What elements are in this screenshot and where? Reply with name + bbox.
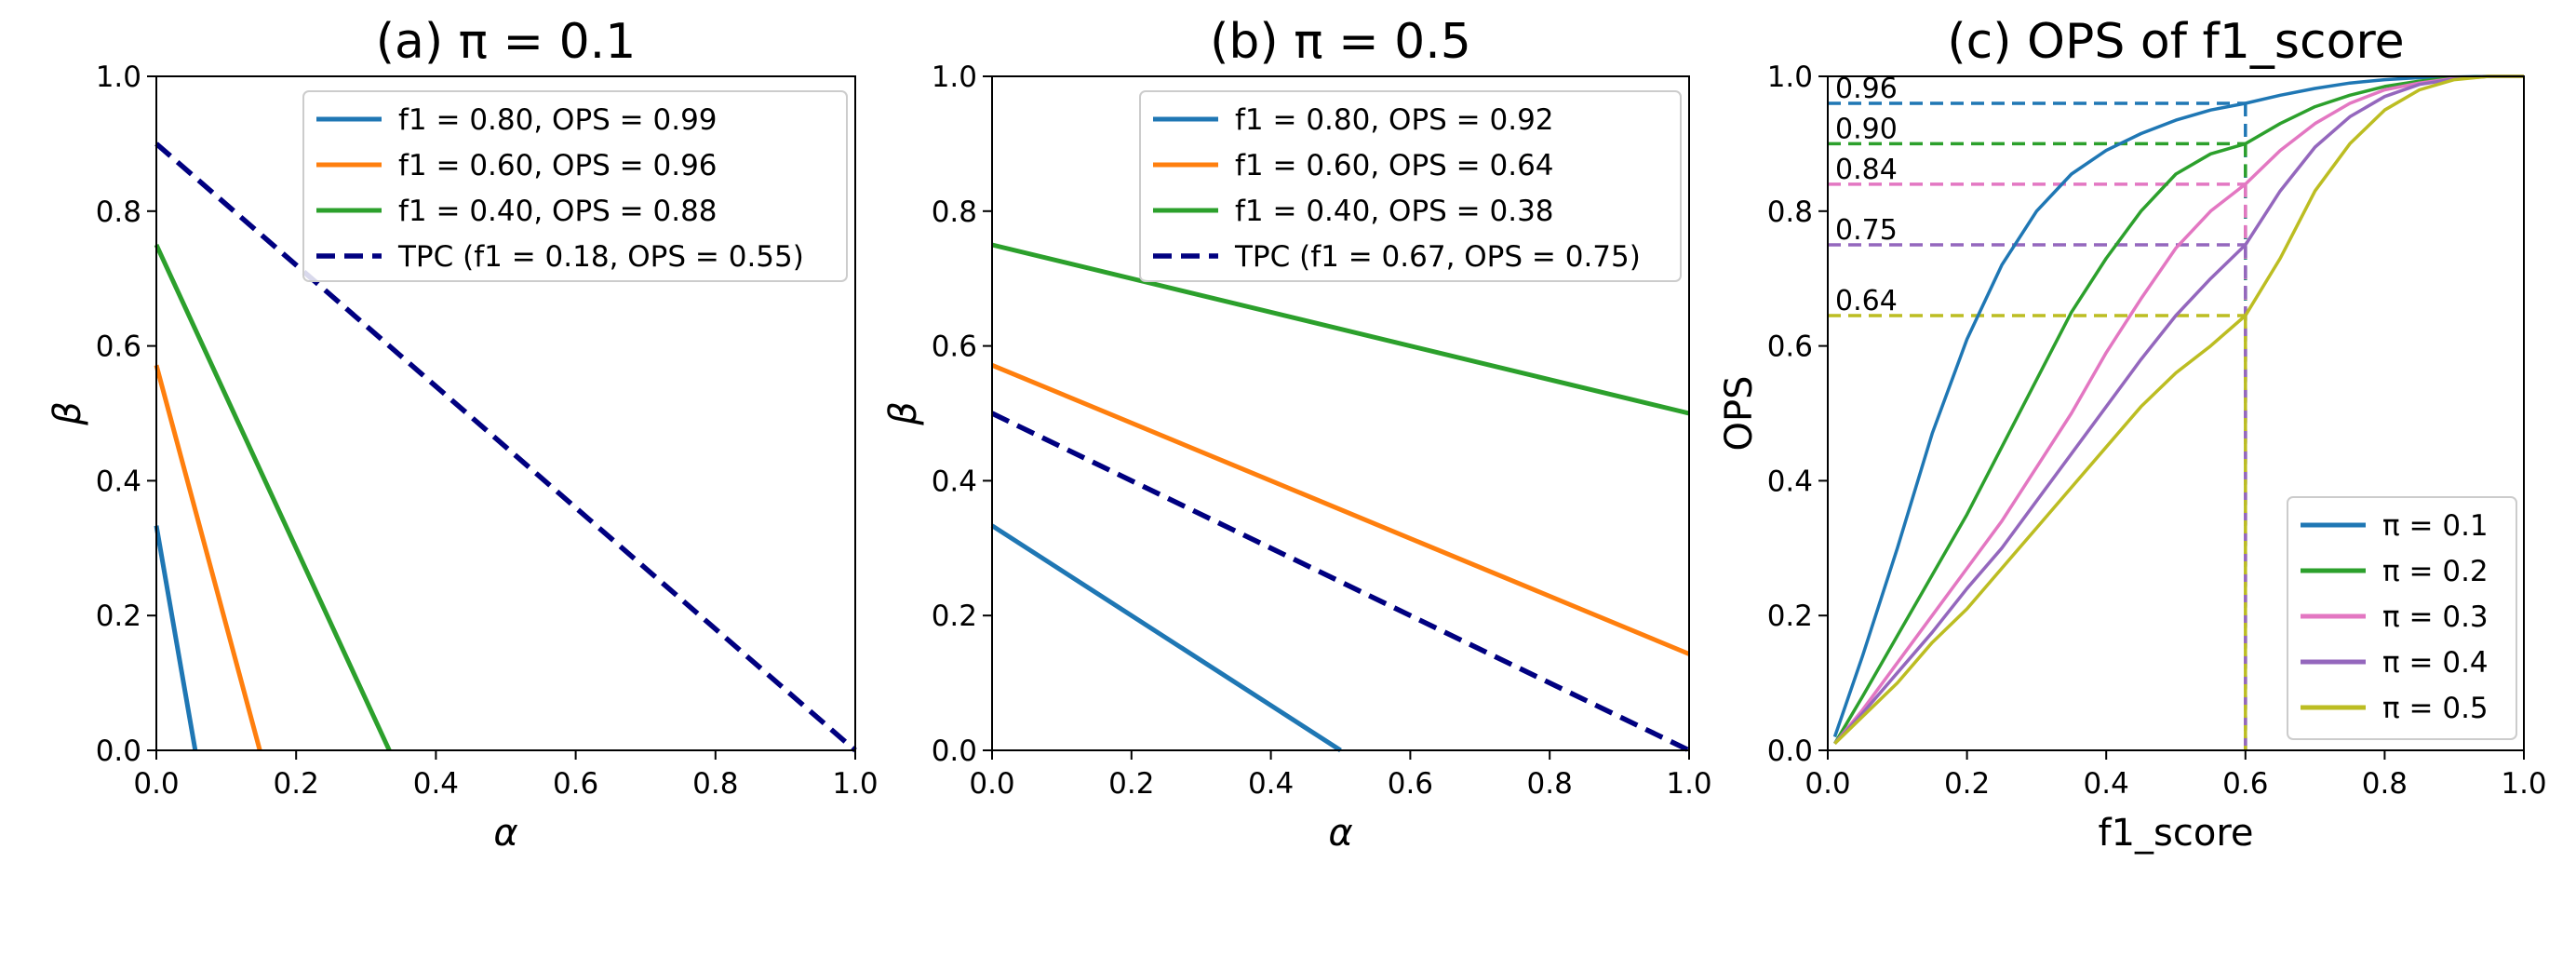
x-tick-label: 0.0 [969,767,1014,801]
panel-2: 0.0 0.2 0.4 0.6 0.8 1.0 0.0 0.2 0.4 0.6 0.8 1.0 (b) … [882,14,1712,855]
reference-value-label: 0.90 [1835,113,1898,145]
reference-value-label: 0.96 [1835,73,1898,105]
series-line [990,523,1342,753]
x-tick-label: 0.6 [553,767,598,801]
y-tick-label: 0.2 [1767,600,1813,633]
plot-frame [1827,75,2525,751]
series-line [990,411,1691,753]
panel-3: 0.96 0.90 0.84 0.75 0.64 0.0 0.2 0.4 0.6 0.8 1.0 0.… [1718,14,2547,855]
series-line [1833,74,2524,745]
y-axis-label: β [47,401,89,426]
y-tick-label: 0.2 [96,600,141,633]
x-tick-label: 0.0 [133,767,179,801]
y-tick-label: 0.2 [932,600,977,633]
y-tick-label: 0.4 [96,465,141,498]
series-line [154,525,198,751]
y-tick-label: 1.0 [96,61,141,94]
series-line [154,364,262,751]
x-tick-label: 0.6 [2222,767,2268,801]
x-tick-label: 0.8 [1527,767,1573,801]
legend-entry: π = 0.2 [2382,555,2489,588]
y-tick-label: 0.6 [1767,330,1813,364]
panel-1: 0.0 0.2 0.4 0.6 0.8 1.0 0.0 0.2 0.4 0.6 0.8 1.0 (a) … [47,14,879,855]
chart-title: (c) OPS of f1_score [1947,14,2404,70]
x-tick-label: 0.0 [1805,767,1850,801]
series-line [991,242,1690,416]
y-tick-label: 0.0 [1767,735,1813,768]
legend-box [302,90,848,282]
y-tick-label: 0.8 [1767,195,1813,229]
legend-entry: f1 = 0.60, OPS = 0.64 [1235,149,1554,182]
plot-frame [155,75,856,751]
legend-entry: π = 0.4 [2382,646,2489,680]
y-tick-label: 0.0 [96,735,141,768]
x-tick-label: 0.4 [413,767,459,801]
y-tick-label: 1.0 [1767,61,1813,94]
y-tick-label: 0.8 [932,195,977,229]
legend-entry: π = 0.3 [2382,600,2489,634]
series-line [154,243,392,752]
series-line [991,362,1690,656]
x-tick-label: 0.2 [1944,767,1990,801]
series-line [154,142,857,753]
x-tick-label: 0.8 [2362,767,2408,801]
x-tick-label: 0.4 [2084,767,2129,801]
legend-entry: f1 = 0.40, OPS = 0.38 [1235,195,1554,228]
x-axis-label: f1_score [2098,812,2253,855]
series-line [1833,74,2524,746]
legend-box [1139,90,1682,282]
legend-entry: π = 0.5 [2382,692,2489,725]
series-line [1832,74,2524,745]
x-axis-label: α [1328,812,1352,855]
legend-box [2287,496,2517,740]
y-axis-label: OPS [1718,376,1761,452]
x-tick-label: 0.6 [1388,767,1433,801]
x-tick-label: 0.2 [1108,767,1154,801]
series-line [1833,74,2524,745]
reference-value-label: 0.84 [1835,154,1898,186]
x-tick-label: 0.8 [692,767,738,801]
y-tick-label: 1.0 [932,61,977,94]
reference-value-label: 0.64 [1835,285,1898,317]
y-axis-label: β [882,401,925,426]
series-line [1832,74,2524,738]
legend-entry: π = 0.1 [2382,509,2489,543]
y-tick-label: 0.4 [932,465,977,498]
x-axis-label: α [493,812,517,855]
reference-value-label: 0.75 [1835,214,1898,247]
y-tick-label: 0.6 [96,330,141,364]
legend-entry: f1 = 0.40, OPS = 0.88 [398,195,718,228]
y-tick-label: 0.0 [932,735,977,768]
chart-title: (a) π = 0.1 [376,14,637,70]
x-tick-label: 1.0 [1666,767,1711,801]
legend-entry: f1 = 0.80, OPS = 0.92 [1235,103,1554,137]
legend-entry: f1 = 0.60, OPS = 0.96 [398,149,718,182]
x-tick-label: 0.2 [274,767,319,801]
y-tick-label: 0.6 [932,330,977,364]
x-tick-label: 1.0 [2501,767,2546,801]
x-tick-label: 1.0 [832,767,878,801]
legend-entry: TPC (f1 = 0.18, OPS = 0.55) [397,240,804,274]
y-tick-label: 0.8 [96,195,141,229]
plot-frame [991,75,1690,751]
legend-entry: TPC (f1 = 0.67, OPS = 0.75) [1234,240,1641,274]
y-tick-label: 0.4 [1767,465,1813,498]
x-tick-label: 0.4 [1248,767,1294,801]
legend-entry: f1 = 0.80, OPS = 0.99 [398,103,718,137]
chart-title: (b) π = 0.5 [1210,14,1471,70]
